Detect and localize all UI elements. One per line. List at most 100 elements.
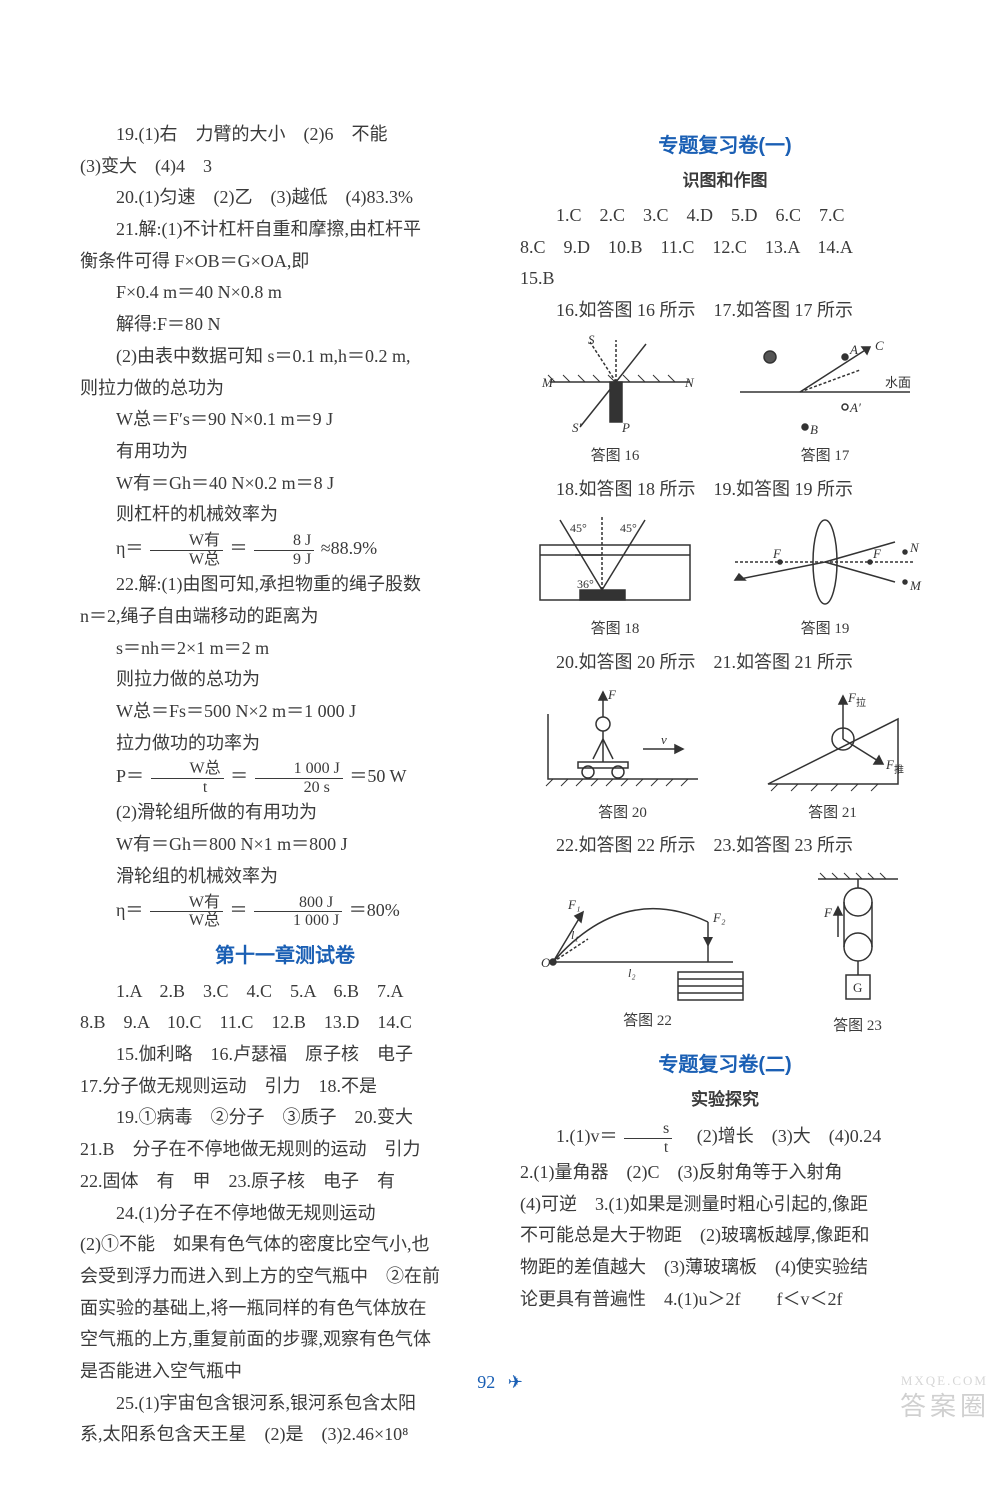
ch11-7: 22.固体 有 甲 23.原子核 电子 有 [80,1167,490,1197]
svg-text:F: F [872,546,882,561]
svg-text:N: N [909,540,920,555]
frac-7: st [624,1120,672,1156]
q22g-pre: P＝ [116,766,144,786]
ch11-6: 21.B 分子在不停地做无规则的运动 引力 [80,1135,490,1165]
t2-2b: (4)可逆 3.(1)如果是测量时粗心引起的,像距 [520,1190,930,1220]
q22d: 则拉力做的总功为 [80,665,490,695]
q22b: n＝2,绳子自由端移动的距离为 [80,602,490,632]
t1-18: 18.如答图 18 所示 19.如答图 19 所示 [520,475,930,505]
frac-5: W有W总 [150,894,223,930]
fig23-svg: F G [798,867,918,1012]
t2-2d: 物距的差值越大 (3)薄玻璃板 (4)使实验结 [520,1253,930,1283]
q22c: s＝nh＝2×1 m＝2 m [80,634,490,664]
frac-4: 1 000 J20 s [255,760,343,796]
svg-text:F: F [772,546,782,561]
svg-text:A′: A′ [849,400,861,415]
t1-20: 20.如答图 20 所示 21.如答图 21 所示 [520,648,930,678]
svg-text:B: B [810,422,818,437]
cap23: 答图 23 [798,1014,918,1039]
fig16-box: S M N S′ P 答图 16 [530,332,700,469]
ch11-2: 8.B 9.A 10.C 11.C 12.B 13.D 14.C [80,1008,490,1038]
fig21-svg: F拉 F推 [748,684,918,799]
q22h: (2)滑轮组所做的有用功为 [80,798,490,828]
q21i: W有＝Gh＝40 N×0.2 m＝8 J [80,469,490,499]
q22e: W总＝Fs＝500 N×2 m＝1 000 J [80,697,490,727]
topic1-title: 专题复习卷(一) [520,130,930,163]
svg-text:S: S [588,332,595,347]
eq2: ＝ [230,766,248,786]
t1-16: 16.如答图 16 所示 17.如答图 17 所示 [520,296,930,326]
svg-text:G: G [853,980,862,995]
t2-1: 1.(1)v＝ st (2)增长 (3)大 (4)0.24 [520,1120,930,1156]
fig19-box: F F N M 答图 19 [725,510,925,642]
q21h: 有用功为 [80,437,490,467]
fig21-box: F拉 F推 答图 21 [748,684,918,826]
frac-2: 8 J9 J [254,532,314,568]
fig16-svg: S M N S′ P [530,332,700,442]
fig20-box: F v 答图 20 [533,684,713,826]
svg-text:l₁: l₁ [571,928,579,942]
svg-text:S′: S′ [572,420,582,435]
ch11-8a: 24.(1)分子在不停地做无规则运动 [80,1199,490,1229]
svg-text:水面: 水面 [885,375,911,390]
fig22-svg: F₁ F₂ l₁ l₂ O [533,867,763,1007]
page-number: 92 [477,1372,495,1392]
svg-text:拉: 拉 [856,696,866,709]
svg-text:45°: 45° [620,521,637,535]
q22k: η＝ W有W总 ＝ 800 J1 000 J ＝80% [80,894,490,930]
ch11-8e: 空气瓶的上方,重复前面的步骤,观察有色气体 [80,1325,490,1355]
ch11-5: 19.①病毒 ②分子 ③质子 20.变大 [80,1103,490,1133]
t1-22: 22.如答图 22 所示 23.如答图 23 所示 [520,831,930,861]
svg-text:O: O [541,955,551,970]
fig18-box: 45° 45° 36° 答图 18 [525,510,705,642]
frac-6: 800 J1 000 J [254,894,342,930]
watermark-main: 答案圈 [900,1386,990,1423]
q22k-pre: η＝ [116,900,143,920]
q22a: 22.解:(1)由图可知,承担物重的绳子股数 [80,570,490,600]
frac-1: W有W总 [150,532,223,568]
topic1-sub: 识图和作图 [520,167,930,195]
fig17-svg: A C A′ B 水面 [730,332,920,442]
fig-row-20-21: F v 答图 20 F拉 F推 答图 21 [520,684,930,826]
topic2-sub: 实验探究 [520,1086,930,1114]
svg-text:F₁: F₁ [567,897,580,912]
q22j: 滑轮组的机械效率为 [80,862,490,892]
svg-text:N: N [684,375,695,390]
page: 19.(1)右 力臂的大小 (2)6 不能 (3)变大 (4)4 3 20.(1… [0,0,1000,1512]
q22k-post: ＝80% [349,900,400,920]
q21e: (2)由表中数据可知 s＝0.1 m,h＝0.2 m, [80,342,490,372]
cap18: 答图 18 [525,617,705,642]
svg-text:F: F [607,687,617,702]
cap17: 答图 17 [730,444,920,469]
q19-line2: (3)变大 (4)4 3 [80,152,490,182]
svg-text:C: C [875,338,884,353]
svg-text:l₂: l₂ [628,966,636,980]
cap21: 答图 21 [748,801,918,826]
q22f: 拉力做功的功率为 [80,729,490,759]
q21a: 21.解:(1)不计杠杆自重和摩擦,由杠杆平 [80,215,490,245]
svg-text:M: M [541,375,554,390]
t2-1-post: (2)增长 (3)大 (4)0.24 [679,1126,881,1146]
fig20-svg: F v [533,684,713,799]
q22i: W有＝Gh＝800 N×1 m＝800 J [80,830,490,860]
svg-text:v: v [661,732,667,747]
fig-row-16-17: S M N S′ P 答图 16 [520,332,930,469]
fig17-box: A C A′ B 水面 答图 17 [730,332,920,469]
t1-3: 15.B [520,264,930,294]
fig22-box: F₁ F₂ l₁ l₂ O 答图 22 [533,867,763,1039]
right-column: 专题复习卷(一) 识图和作图 1.C 2.C 3.C 4.D 5.D 6.C 7… [520,120,930,1452]
topic2-title: 专题复习卷(二) [520,1049,930,1082]
ch11-9a: 25.(1)宇宙包含银河系,银河系包含太阳 [80,1389,490,1419]
page-footer: 92 ✈ [0,1372,1000,1393]
t2-2e: 论更具有普遍性 4.(1)u＞2f f＜v＜2f [520,1285,930,1315]
t1-1: 1.C 2.C 3.C 4.D 5.D 6.C 7.C [520,201,930,231]
cap20: 答图 20 [533,801,713,826]
cap19: 答图 19 [725,617,925,642]
q21j: 则杠杆的机械效率为 [80,500,490,530]
q22g: P＝ W总t ＝ 1 000 J20 s ＝50 W [80,760,490,796]
svg-text:45°: 45° [570,521,587,535]
t2-1-pre: 1.(1)v＝ [556,1126,618,1146]
fig23-box: F G 答图 23 [798,867,918,1039]
t1-2: 8.C 9.D 10.B 11.C 12.C 13.A 14.A [520,233,930,263]
q21c: F×0.4 m＝40 N×0.8 m [80,278,490,308]
